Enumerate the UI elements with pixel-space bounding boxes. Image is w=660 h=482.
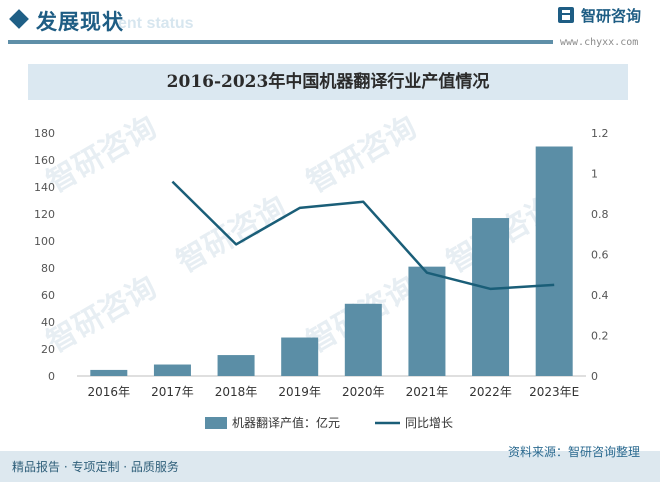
y-right-tick-label: 0.2 [591, 330, 609, 343]
y-right-tick-label: 0.8 [591, 208, 609, 221]
bar [217, 355, 255, 376]
y-right-tick-label: 0.6 [591, 249, 609, 262]
chart-title-box: 2016-2023年中国机器翻译行业产值情况 [28, 64, 628, 100]
y-left-tick-label: 0 [48, 370, 55, 383]
chart-title: 2016-2023年中国机器翻译行业产值情况 [166, 72, 490, 92]
y-left-tick-label: 60 [41, 289, 55, 302]
y-left-tick-label: 40 [41, 316, 55, 329]
x-tick-label: 2016年 [88, 385, 131, 399]
legend-line-label: 同比增长 [405, 416, 453, 430]
legend-bar-swatch [205, 417, 227, 429]
x-tick-label: 2023年E [529, 385, 579, 399]
x-tick-label: 2020年 [342, 385, 385, 399]
x-tick-label: 2022年 [469, 385, 512, 399]
y-left-tick-label: 80 [41, 262, 55, 275]
x-tick-label: 2017年 [151, 385, 194, 399]
bar [408, 266, 446, 376]
logo-icon [558, 7, 574, 23]
bar [472, 218, 510, 376]
source-note: 资料来源：智研咨询整理 [508, 445, 641, 459]
header-divider [8, 40, 553, 44]
bar [90, 369, 128, 376]
y-left-tick-label: 140 [34, 181, 55, 194]
y-left-tick-label: 160 [34, 154, 55, 167]
y-right-tick-label: 0 [591, 370, 598, 383]
y-right-tick-label: 1.2 [591, 127, 609, 140]
y-left-tick-label: 20 [41, 343, 55, 356]
x-tick-label: 2019年 [278, 385, 321, 399]
section-title: 发展现状 [36, 10, 124, 34]
bar [535, 146, 573, 376]
y-right-tick-label: 1 [591, 168, 598, 181]
logo-text: 智研咨询 [581, 7, 642, 25]
logo-url[interactable]: www.chyxx.com [560, 37, 639, 48]
footer-tagline: 精品报告 · 专项定制 · 品质服务 [12, 460, 179, 474]
bar [344, 303, 382, 376]
footer-bar: 精品报告 · 专项定制 · 品质服务 [0, 451, 660, 482]
y-left-tick-label: 180 [34, 127, 55, 140]
x-tick-label: 2021年 [406, 385, 449, 399]
y-right-tick-label: 0.4 [591, 289, 609, 302]
y-left-tick-label: 100 [34, 235, 55, 248]
legend-bar-label: 机器翻译产值：亿元 [232, 415, 340, 430]
section-subtitle: ent status [118, 15, 194, 32]
x-tick-label: 2018年 [215, 385, 258, 399]
growth-line [171, 180, 555, 291]
y-left-tick-label: 120 [34, 208, 55, 221]
bar [153, 364, 191, 376]
bar [281, 337, 319, 376]
page-header: 发展现状 ent status 智研咨询 www.chyxx.com [0, 0, 660, 48]
